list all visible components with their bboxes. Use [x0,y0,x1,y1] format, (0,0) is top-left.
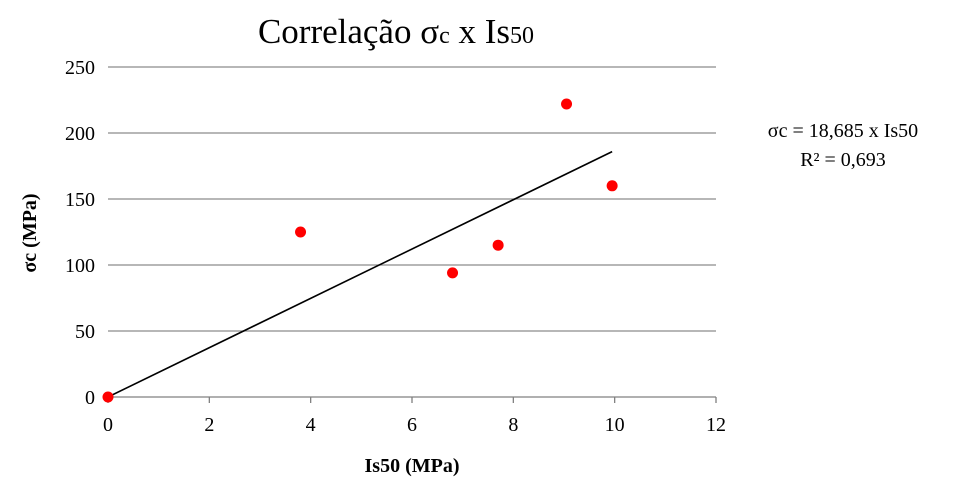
y-tick-label: 0 [85,387,95,409]
data-point [295,226,307,238]
x-tick-label: 10 [605,414,625,436]
data-point [102,391,114,403]
trendline [107,150,613,398]
y-axis-label: σc (MPa) [19,193,41,272]
y-axis-ticks: 0 50 100 150 200 250 [65,57,95,409]
y-tick-label: 100 [65,255,95,277]
x-tick-label: 2 [204,414,214,436]
chart-title-part: x Is [450,12,510,51]
y-tick-label: 150 [65,189,95,211]
data-points [102,98,618,403]
y-tick-label: 200 [65,123,95,145]
chart-title-part: 50 [510,23,534,49]
x-tick-label: 8 [508,414,518,436]
x-axis-label: Is50 (MPa) [365,455,460,477]
data-point [447,267,459,279]
r-squared-label: R² = 0,693 [800,149,886,171]
x-tick-label: 6 [407,414,417,436]
chart-title: Correlação σc x Is50 [258,12,534,51]
x-tick-label: 4 [306,414,316,436]
data-point [561,98,573,110]
x-axis-ticks: 0 2 4 6 8 10 12 [103,397,726,436]
chart-title-part: c [439,23,450,49]
trendline-equation: σc = 18,685 x Is50 [768,120,918,142]
gridlines [108,66,716,332]
chart-title-part: σ [420,12,439,51]
data-point [492,239,504,251]
data-point [606,180,618,192]
x-tick-label: 12 [706,414,726,436]
y-tick-label: 50 [75,321,95,343]
y-tick-label: 250 [65,57,95,79]
x-tick-label: 0 [103,414,113,436]
chart-title-part: Correlação [258,12,420,51]
